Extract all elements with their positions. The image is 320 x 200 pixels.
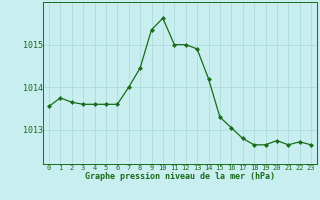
X-axis label: Graphe pression niveau de la mer (hPa): Graphe pression niveau de la mer (hPa) bbox=[85, 172, 275, 181]
